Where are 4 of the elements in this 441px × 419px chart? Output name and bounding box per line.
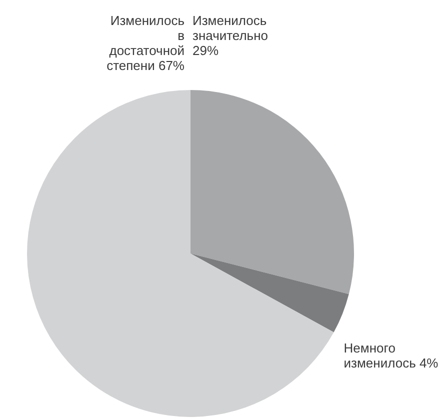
data-label: 29%: [192, 43, 219, 58]
slice-label: Немного изменилось 4%: [344, 340, 439, 370]
slice-label: Изменилось значительно: [192, 13, 268, 44]
slice-label: Изменилось в достаточной степени 67%: [106, 13, 185, 74]
